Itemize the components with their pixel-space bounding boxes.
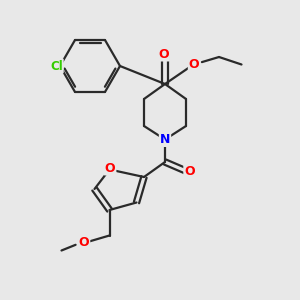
Text: O: O [105, 161, 116, 175]
Text: O: O [189, 58, 200, 71]
Text: Cl: Cl [50, 59, 63, 73]
Text: O: O [79, 236, 89, 250]
Text: N: N [160, 133, 170, 146]
Text: O: O [184, 165, 195, 178]
Text: O: O [158, 47, 169, 61]
